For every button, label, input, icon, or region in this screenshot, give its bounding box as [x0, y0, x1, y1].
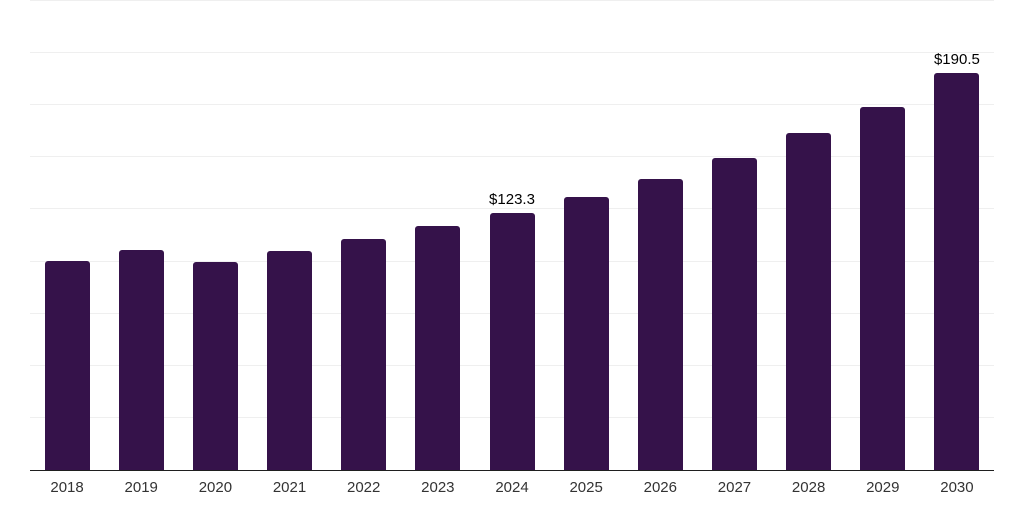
x-tick-2026: 2026 [643, 479, 677, 496]
x-tick-2029: 2029 [866, 479, 900, 496]
bar-2029 [860, 106, 906, 470]
value-label-2024: $123.3 [489, 191, 535, 208]
x-axis-tick-labels: 2018 2019 2020 2021 2022 2023 2024 2025 2026 2027… [30, 479, 994, 499]
x-tick-2020: 2020 [198, 479, 233, 496]
x-tick-2021: 2021 [272, 479, 307, 496]
gridline [30, 104, 994, 106]
x-tick-2023: 2023 [421, 479, 455, 496]
plot-area: $123.3 $190.5 [30, 0, 994, 471]
bar-2018 [44, 261, 90, 470]
x-tick-2022: 2022 [347, 479, 381, 496]
bar-2022 [341, 239, 387, 470]
x-axis-line [30, 469, 994, 471]
x-tick-2030: 2030 [940, 479, 974, 496]
bar-2026 [637, 179, 683, 470]
gridline [30, 208, 994, 210]
x-tick-2028: 2028 [791, 479, 826, 496]
bar-2023 [415, 226, 461, 470]
x-tick-2024: 2024 [495, 479, 529, 496]
gridline [30, 0, 994, 1]
bar-2021 [267, 250, 313, 470]
bar-2030 [934, 72, 980, 470]
bar-2028 [786, 133, 832, 470]
x-tick-2027: 2027 [717, 479, 752, 496]
x-tick-2019: 2019 [124, 479, 158, 496]
x-tick-2018: 2018 [50, 479, 84, 496]
gridline [30, 156, 994, 158]
value-label-2030: $190.5 [933, 50, 980, 68]
bar-2019 [118, 249, 164, 470]
bar-2024 [489, 213, 535, 470]
bar-2020 [192, 262, 238, 470]
bar-2027 [711, 157, 757, 470]
x-tick-2025: 2025 [569, 479, 603, 496]
bar-2025 [563, 196, 609, 470]
gridline [30, 52, 994, 54]
